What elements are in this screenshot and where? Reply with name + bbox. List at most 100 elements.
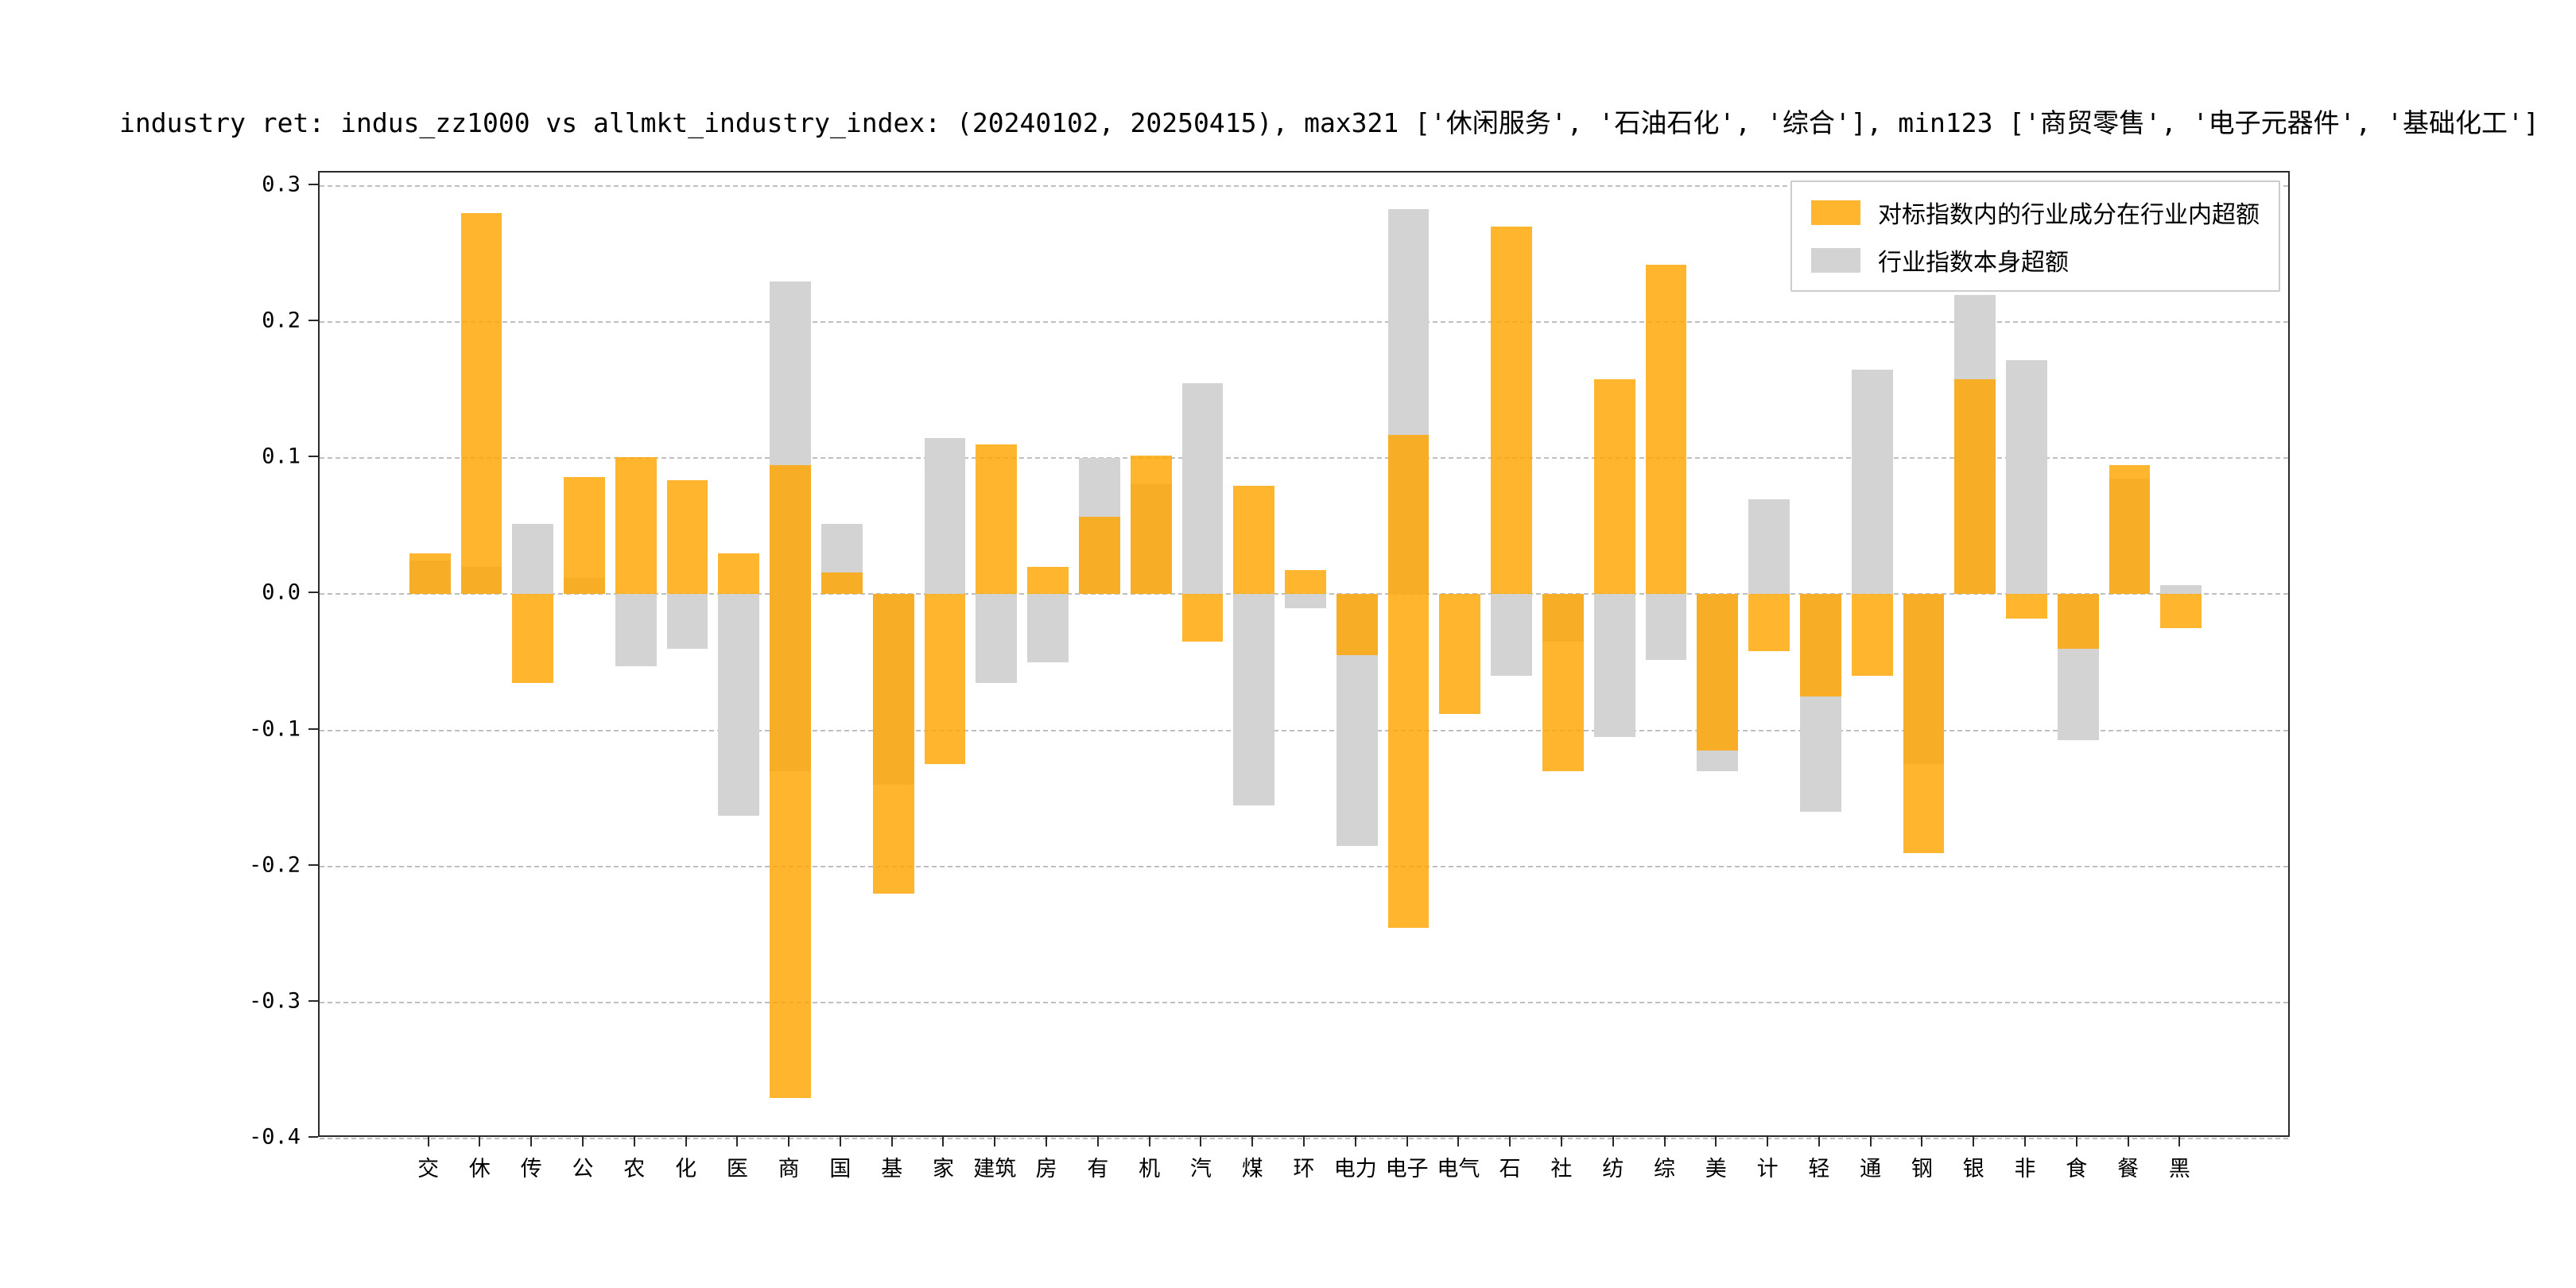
xtick-label-化: 化 [675,1157,697,1181]
xtick-mark [942,1137,945,1146]
ytick-mark [308,320,318,322]
xtick-mark [1406,1137,1408,1146]
xtick-label-黑: 黑 [2168,1157,2190,1181]
xtick-label-农: 农 [623,1157,646,1181]
xtick-mark [633,1137,635,1146]
legend-label-component-excess: 对标指数内的行业成分在行业内超额 [1878,201,2260,229]
plot-area: 对标指数内的行业成分在行业内超额 行业指数本身超额 [318,171,2290,1139]
bar-orange-计 [1748,594,1790,652]
bar-orange-非 [2006,594,2047,619]
xtick-label-银: 银 [1962,1157,1984,1181]
xtick-mark [1869,1137,1872,1146]
gridline-y-0.2 [320,321,2288,324]
bar-orange-建筑 [976,444,1018,595]
xtick-mark [685,1137,687,1146]
xtick-label-国: 国 [829,1157,852,1181]
gridline-y--0.3 [320,1001,2288,1003]
xtick-label-电子: 电子 [1385,1157,1429,1181]
bar-gray-环 [1285,594,1326,608]
xtick-label-食: 食 [2066,1157,2088,1181]
bar-gray-房 [1027,594,1069,663]
xtick-mark [1200,1137,1202,1146]
bar-orange-黑 [2160,594,2202,629]
bar-gray-计 [1748,499,1790,595]
xtick-mark [1612,1137,1614,1146]
xtick-mark [1560,1137,1562,1146]
xtick-mark [788,1137,790,1146]
bar-gray-石 [1491,594,1533,677]
bar-gray-通 [1851,370,1893,595]
gridline-y-0.3 [320,185,2288,188]
bar-orange-国 [821,572,863,595]
bar-orange-公 [564,477,605,595]
bar-gray-农 [615,594,657,667]
bar-orange-餐 [2109,464,2151,595]
bar-orange-商 [770,464,812,1098]
bar-orange-交 [409,553,451,595]
bar-orange-电气 [1439,594,1481,715]
xtick-mark [1148,1137,1150,1146]
bar-orange-通 [1851,594,1893,677]
xtick-label-休: 休 [468,1157,491,1181]
xtick-label-钢: 钢 [1911,1157,1933,1181]
xtick-mark [581,1137,584,1146]
ytick-label--0.4: -0.4 [248,1124,301,1150]
ytick-label--0.3: -0.3 [248,988,301,1014]
xtick-label-美: 美 [1705,1157,1727,1181]
bar-gray-建筑 [976,594,1018,683]
xtick-label-房: 房 [1035,1157,1057,1181]
xtick-label-综: 综 [1654,1157,1675,1181]
bar-orange-轻 [1799,594,1841,696]
bar-orange-机 [1130,455,1172,595]
bar-orange-煤 [1233,485,1275,595]
xtick-mark [1973,1137,1975,1146]
xtick-mark [1921,1137,1923,1146]
bar-orange-传 [512,594,554,683]
xtick-mark [2127,1137,2129,1146]
ytick-mark [308,592,318,594]
xtick-label-社: 社 [1550,1157,1573,1181]
bar-gray-煤 [1233,594,1275,805]
xtick-label-计: 计 [1756,1157,1779,1181]
xtick-label-石: 石 [1499,1157,1521,1181]
xtick-label-基: 基 [881,1157,903,1181]
bar-gray-非 [2006,360,2047,595]
xtick-mark [2024,1137,2026,1146]
ytick-mark [308,727,318,730]
xtick-label-非: 非 [2014,1157,2036,1181]
xtick-mark [1354,1137,1356,1146]
xtick-label-纺: 纺 [1602,1157,1624,1181]
legend: 对标指数内的行业成分在行业内超额 行业指数本身超额 [1790,180,2280,292]
bar-orange-美 [1697,594,1739,751]
ytick-label-0.3: 0.3 [262,172,301,197]
xtick-mark [1767,1137,1769,1146]
xtick-label-餐: 餐 [2117,1157,2140,1181]
bar-orange-钢 [1903,594,1945,853]
ytick-label-0.1: 0.1 [262,444,301,469]
gridline-y-0.1 [320,457,2288,460]
bar-gray-黑 [2160,584,2202,595]
ytick-mark [308,456,318,458]
bar-orange-环 [1285,569,1326,595]
bar-gray-综 [1645,594,1687,660]
ytick-mark [308,184,318,186]
bar-gray-传 [512,523,554,595]
bar-orange-电子 [1387,435,1430,928]
bar-gray-汽 [1181,383,1224,595]
xtick-mark [839,1137,841,1146]
xtick-mark [1046,1137,1048,1146]
xtick-label-传: 传 [520,1157,542,1181]
bar-orange-汽 [1181,594,1224,642]
bar-orange-医 [718,553,760,595]
xtick-mark [1251,1137,1254,1146]
xtick-label-医: 医 [726,1157,748,1181]
xtick-label-通: 通 [1860,1157,1882,1181]
gridline-y--0.2 [320,865,2288,867]
xtick-label-商: 商 [778,1157,800,1181]
xtick-label-电气: 电气 [1437,1157,1480,1181]
xtick-mark [890,1137,893,1146]
ytick-label-0.0: 0.0 [262,580,301,605]
bar-orange-农 [615,456,657,595]
xtick-mark [736,1137,739,1146]
